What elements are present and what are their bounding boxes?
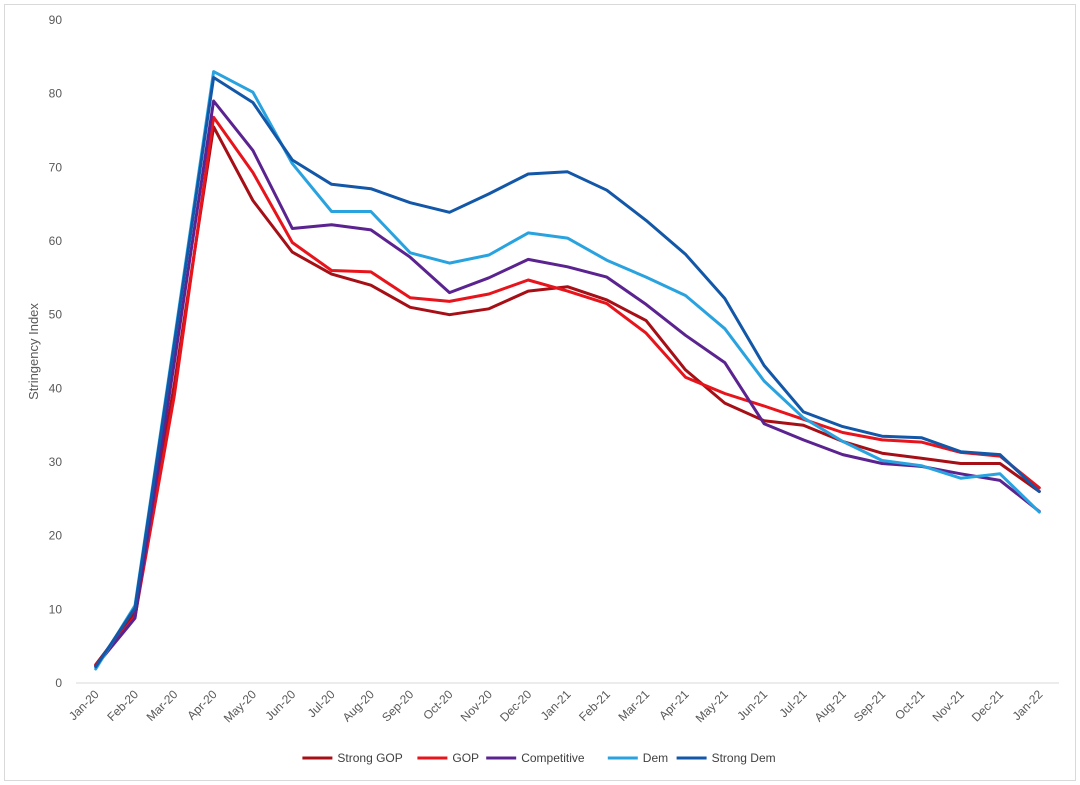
y-tick-label: 60 <box>49 234 63 248</box>
y-tick-label: 30 <box>49 455 63 469</box>
y-tick-label: 40 <box>49 381 63 395</box>
x-tick-label: Nov-21 <box>930 687 967 724</box>
x-tick-label: Jan-22 <box>1010 687 1046 723</box>
x-tick-label: Mar-20 <box>144 687 181 724</box>
x-tick-label: Feb-21 <box>576 687 613 724</box>
y-tick-label: 50 <box>49 308 63 322</box>
y-tick-label: 90 <box>49 13 63 27</box>
x-tick-label: Aug-21 <box>812 687 849 724</box>
x-tick-label: Jan-20 <box>66 687 102 723</box>
legend: Strong GOP GOP Competitive Dem Strong Dem <box>302 751 776 765</box>
x-tick-label: Dec-20 <box>497 687 534 724</box>
y-tick-label: 20 <box>49 529 63 543</box>
x-tick-label: Sep-20 <box>379 687 416 724</box>
x-tick-label: Jun-20 <box>263 687 299 723</box>
y-axis-title: Stringency Index <box>26 303 41 400</box>
x-tick-label: May-20 <box>221 687 259 725</box>
legend-label-dem: Dem <box>643 751 668 765</box>
legend-label-gop: GOP <box>452 751 479 765</box>
x-tick-label: Sep-21 <box>851 687 888 724</box>
x-tick-label: Apr-20 <box>184 687 220 723</box>
x-tick-labels: Jan-20 Feb-20 Mar-20 Apr-20 May-20 Jun-20 Jul-… <box>66 687 1046 725</box>
x-tick-label: Jun-21 <box>734 687 770 723</box>
x-tick-label: Nov-20 <box>458 687 495 724</box>
x-tick-label: Jul-20 <box>305 687 338 720</box>
x-tick-label: May-21 <box>693 687 731 725</box>
series-line-strong-gop <box>94 125 1041 667</box>
x-tick-label: Dec-21 <box>969 687 1006 724</box>
x-tick-label: Oct-20 <box>420 687 456 723</box>
x-tick-label: Jul-21 <box>777 687 810 720</box>
legend-label-strong-dem: Strong Dem <box>712 751 776 765</box>
x-tick-label: Feb-20 <box>104 687 141 724</box>
series-lines <box>94 70 1041 671</box>
y-tick-labels: 0 10 20 30 40 50 60 70 80 90 <box>49 13 63 690</box>
legend-label-strong-gop: Strong GOP <box>337 751 402 765</box>
y-tick-label: 70 <box>49 160 63 174</box>
x-tick-label: Aug-20 <box>340 687 377 724</box>
x-tick-label: Apr-21 <box>656 687 692 723</box>
series-line-competitive <box>94 99 1041 668</box>
x-tick-label: Jan-21 <box>538 687 574 723</box>
series-line-gop <box>94 115 1041 667</box>
y-tick-label: 0 <box>55 676 62 690</box>
y-tick-label: 80 <box>49 87 63 101</box>
x-tick-label: Oct-21 <box>892 687 928 723</box>
legend-label-competitive: Competitive <box>521 751 585 765</box>
y-tick-label: 10 <box>49 602 63 616</box>
chart-frame <box>4 4 1076 781</box>
series-line-strong-dem <box>94 76 1041 669</box>
x-tick-label: Mar-21 <box>615 687 652 724</box>
series-line-dem <box>94 70 1041 671</box>
